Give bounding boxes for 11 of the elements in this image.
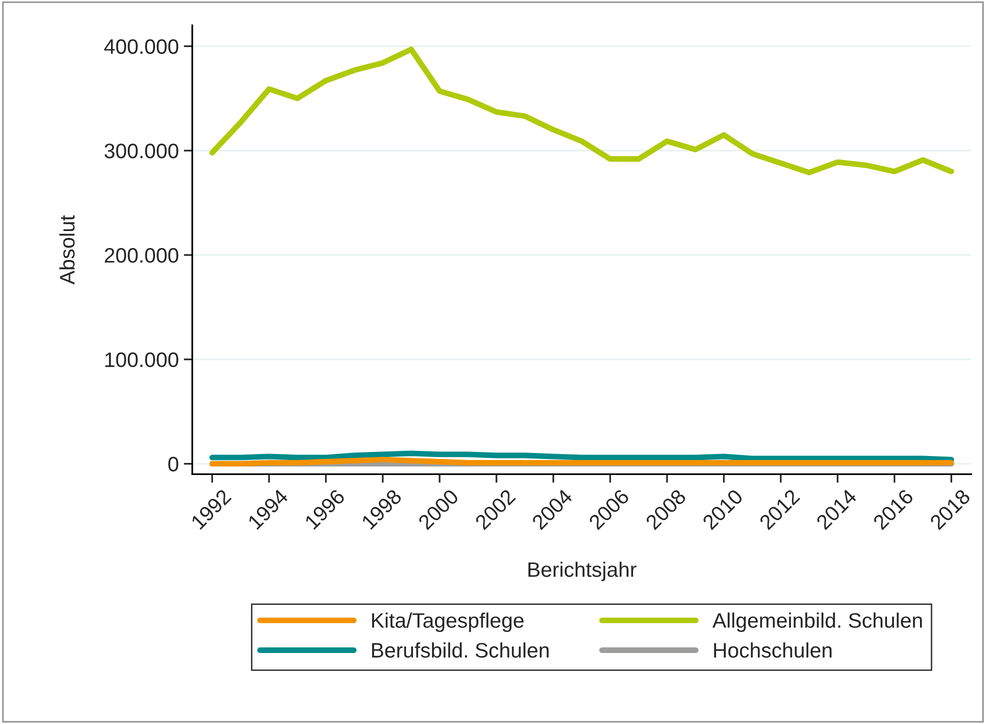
legend-label: Kita/Tagespflege: [372, 612, 524, 632]
y-axis-title: Absolut: [59, 215, 75, 284]
legend-label: Hochschulen: [714, 642, 832, 658]
y-tick-label: 200.000: [104, 248, 178, 263]
legend-label: Berufsbild. Schulen: [372, 642, 549, 658]
y-tick-label: 400.000: [104, 39, 178, 54]
legend-label: Allgemeinbild. Schulen: [712, 612, 922, 632]
y-tick-label: 300.000: [104, 144, 178, 158]
x-axis-title: Berichtsjahr: [528, 562, 636, 582]
y-tick-label: 0: [168, 456, 178, 472]
y-tick-label: 100.000: [105, 352, 178, 368]
